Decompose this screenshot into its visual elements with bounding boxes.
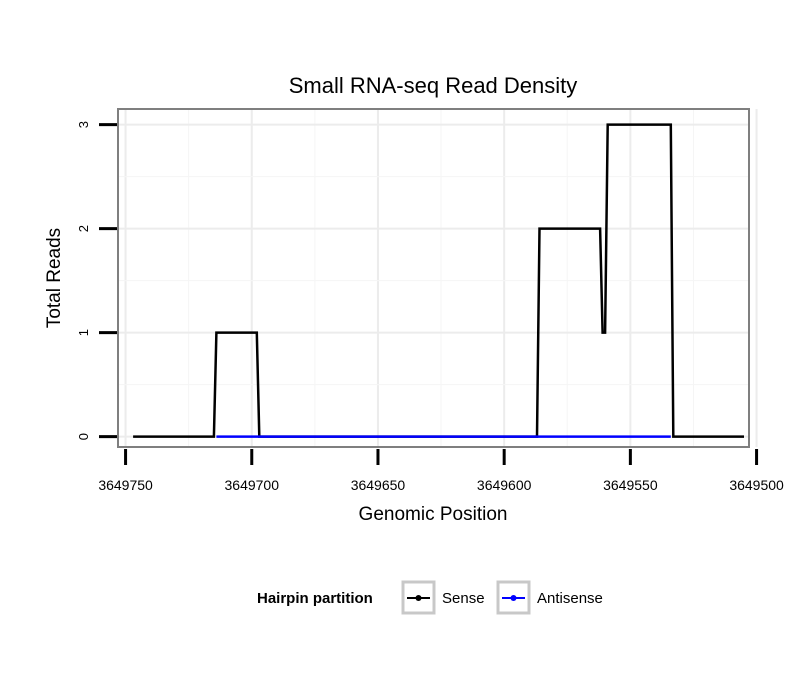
y-tick-label: 3: [76, 121, 91, 128]
axis-layer: 3649750 3649700 3649650 3649600 3649550 36495…: [76, 121, 784, 493]
y-tick-label: 0: [76, 433, 91, 440]
x-tick-label: 3649600: [477, 477, 532, 493]
y-tick-label: 1: [76, 329, 91, 336]
plot-panel-border: [117, 108, 750, 448]
x-tick-label: 3649550: [603, 477, 658, 493]
legend-label-sense: Sense: [442, 590, 485, 607]
legend-point-antisense: [510, 595, 517, 601]
x-tick-label: 3649700: [225, 477, 280, 493]
series-layer: [133, 123, 744, 438]
legend-item-antisense: Antisense: [496, 580, 603, 615]
x-axis-label: Genomic Position: [359, 504, 508, 525]
chart-title: Small RNA-seq Read Density: [289, 73, 578, 98]
legend-label-antisense: Antisense: [537, 590, 603, 607]
series-line-sense: [133, 123, 744, 438]
x-tick-label: 3649750: [98, 477, 153, 493]
legend-point-sense: [415, 595, 422, 601]
grid-layer: [118, 109, 758, 447]
legend-item-sense: Sense: [401, 580, 485, 615]
legend: Hairpin partition Sense Antisense: [257, 580, 603, 615]
y-tick-label: 2: [76, 225, 91, 232]
y-axis-label: Total Reads: [44, 228, 65, 328]
x-tick-label: 3649650: [351, 477, 406, 493]
x-tick-label: 3649500: [729, 477, 784, 493]
legend-title: Hairpin partition: [257, 590, 373, 607]
